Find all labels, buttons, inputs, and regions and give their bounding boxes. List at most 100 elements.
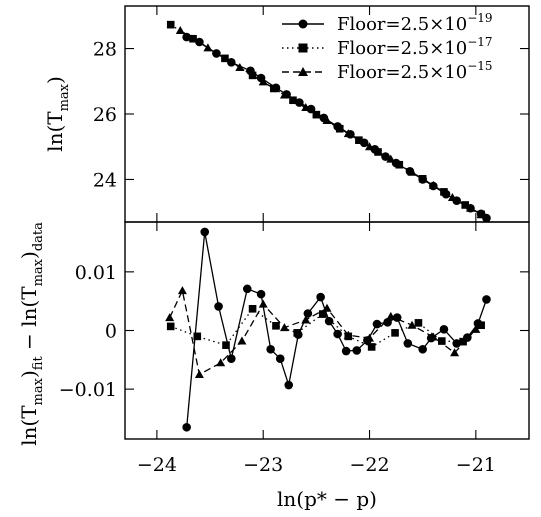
circle-marker <box>242 284 252 294</box>
legend-marker-triangle <box>298 67 308 76</box>
square-marker <box>318 310 327 318</box>
top-ytick-label: 24 <box>93 169 117 191</box>
circle-marker <box>383 317 392 327</box>
bottom-series-line <box>169 288 477 376</box>
triangle-marker <box>322 116 332 125</box>
square-marker <box>166 322 175 331</box>
square-marker <box>414 319 423 327</box>
triangle-marker <box>476 209 486 218</box>
square-marker <box>477 321 485 330</box>
square-marker <box>438 337 446 345</box>
triangle-marker <box>322 303 332 312</box>
top-series-group <box>166 20 491 223</box>
bottom-series-2 <box>165 286 481 378</box>
circle-marker <box>316 292 325 302</box>
circle-marker <box>341 346 351 356</box>
circle-marker <box>275 354 285 363</box>
circle-marker <box>303 309 313 318</box>
legend-marker-square <box>298 43 308 53</box>
triangle-marker <box>343 330 353 339</box>
circle-marker <box>403 339 413 348</box>
triangle-marker <box>471 324 481 333</box>
circle-marker <box>256 289 266 299</box>
triangle-marker <box>386 311 396 320</box>
triangle-marker <box>279 323 289 332</box>
bottom-series-1 <box>166 305 485 351</box>
triangle-marker <box>365 333 375 342</box>
square-marker <box>222 341 230 349</box>
legend: Floor=2.5×10−19 Floor=2.5×10−17 Floor=2.… <box>282 11 493 83</box>
square-marker <box>221 54 229 63</box>
square-marker <box>272 322 280 330</box>
circle-marker <box>372 319 382 329</box>
circle-marker <box>284 380 294 390</box>
square-marker <box>166 20 175 29</box>
circle-marker <box>482 295 491 304</box>
square-marker <box>293 329 302 337</box>
circle-marker <box>266 344 275 354</box>
square-marker <box>193 332 202 341</box>
triangle-marker <box>428 332 438 341</box>
circle-marker <box>333 329 342 339</box>
circle-marker <box>182 422 191 432</box>
triangle-marker <box>216 358 226 367</box>
square-marker <box>367 343 376 351</box>
xtick-label: −21 <box>456 454 496 476</box>
bottom-y-axis-label: ln(Tmax)fit − ln(Tmax)data <box>17 222 46 446</box>
bottom-ytick-label: 0.01 <box>75 262 117 284</box>
triangle-marker <box>450 348 460 357</box>
circle-marker <box>352 346 362 355</box>
circle-marker <box>295 98 304 107</box>
circle-marker <box>418 344 427 354</box>
circle-marker <box>324 316 334 326</box>
triangle-marker <box>343 129 353 138</box>
triangle-marker <box>203 43 213 52</box>
triangle-marker <box>194 369 204 378</box>
xtick-label: −22 <box>349 454 389 476</box>
triangle-marker <box>301 102 311 111</box>
legend-label-floor-17: Floor=2.5×10−17 <box>337 35 493 59</box>
legend-entry-floor-19: Floor=2.5×10−19 <box>282 11 493 35</box>
bottom-plot-frame <box>124 221 530 440</box>
bottom-axis-ticks: −0.01 0 0.01 −24 −23 −22 −21 <box>59 222 529 476</box>
bottom-series-0 <box>182 227 491 432</box>
square-marker <box>418 175 427 183</box>
bottom-series-line <box>170 307 482 348</box>
square-marker <box>248 305 257 313</box>
top-axis-ticks: 24 26 28 <box>93 6 529 222</box>
triangle-marker <box>386 154 396 163</box>
bottom-ytick-label: 0 <box>105 321 117 343</box>
bottom-series-group <box>165 227 491 432</box>
square-marker <box>391 329 399 337</box>
legend-entry-floor-15: Floor=2.5×10−15 <box>282 59 493 83</box>
triangle-marker <box>235 63 245 72</box>
legend-entry-floor-17: Floor=2.5×10−17 <box>282 35 493 59</box>
legend-label-floor-19: Floor=2.5×10−19 <box>337 11 493 35</box>
top-ytick-label: 28 <box>93 39 117 61</box>
top-series-line <box>179 29 482 216</box>
circle-marker <box>182 32 191 42</box>
triangle-marker <box>428 180 438 189</box>
top-series-2 <box>175 26 486 218</box>
triangle-marker <box>365 142 375 151</box>
triangle-marker <box>407 320 417 329</box>
triangle-marker <box>407 167 417 176</box>
top-panel: ln(Tmax) 24 26 28 Floor=2.5×10−19 Floor=2.… <box>43 5 530 223</box>
top-ytick-label: 26 <box>93 104 117 126</box>
triangle-marker <box>237 336 247 345</box>
x-axis-label: ln(p* − p) <box>277 487 377 511</box>
triangle-marker <box>177 286 187 295</box>
triangle-marker <box>447 192 457 201</box>
circle-marker <box>214 302 223 311</box>
legend-marker-circle <box>298 19 308 29</box>
bottom-ytick-label: −0.01 <box>59 379 117 401</box>
triangle-marker <box>165 313 175 322</box>
triangle-marker <box>175 26 185 35</box>
triangle-marker <box>258 77 268 86</box>
circle-marker <box>227 354 236 363</box>
circle-marker <box>439 325 449 334</box>
bottom-panel: ln(Tmax)fit − ln(Tmax)data −0.01 0 0.01 −24… <box>17 221 530 511</box>
triangle-marker <box>466 203 476 212</box>
square-marker <box>459 337 467 346</box>
